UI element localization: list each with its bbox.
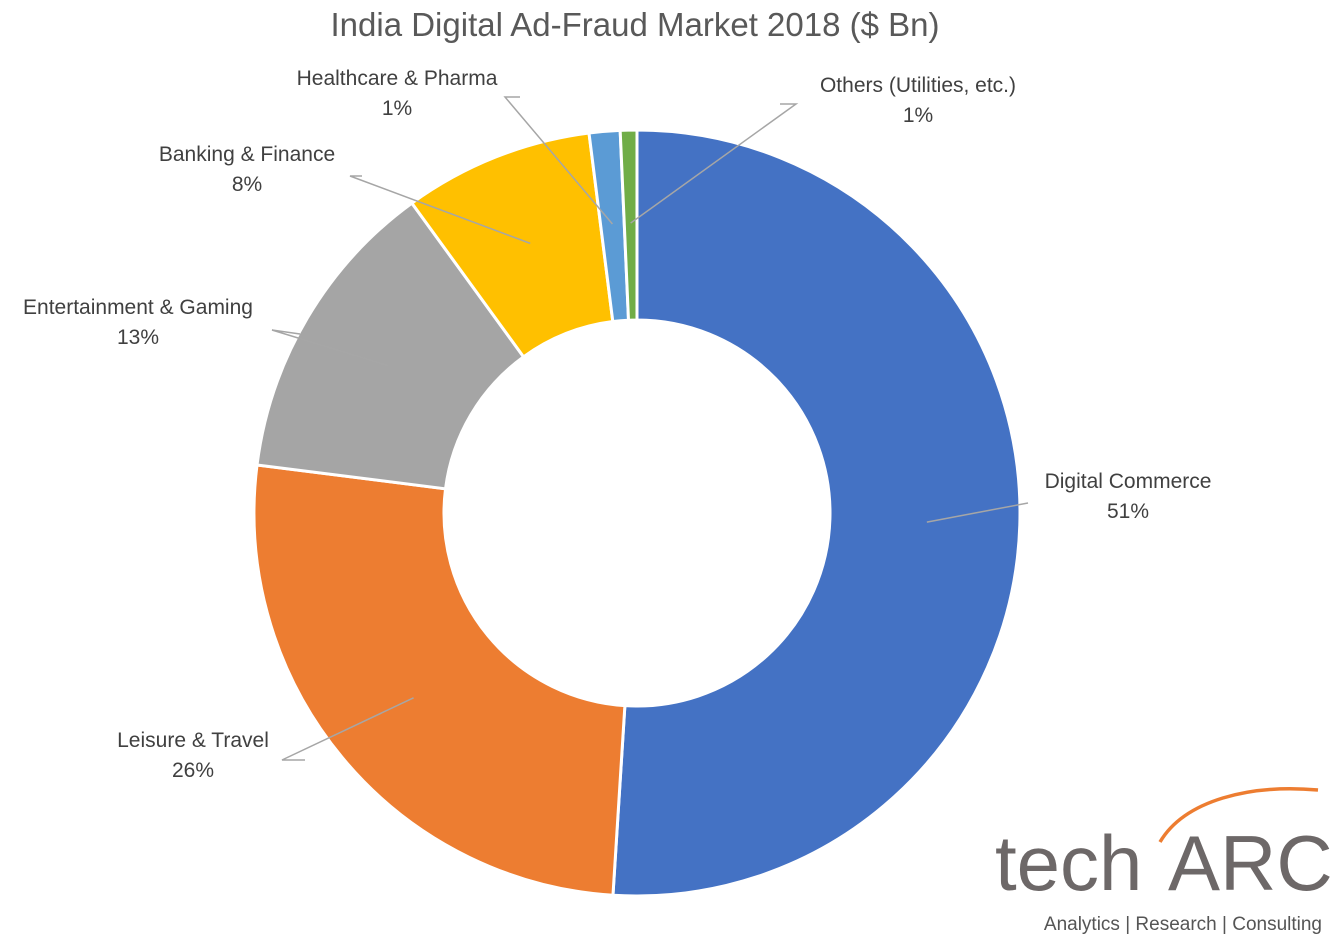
data-labels: Digital Commerce 51% Leisure & Travel 26% En… [23,67,1211,782]
slice-others-utilities-etc [618,128,639,322]
leader-entertainment-gaming [271,329,388,367]
techarc-logo: tech ARC Analytics | Research | Consulti… [995,787,1330,935]
label-name-leisure-travel: Leisure & Travel [117,729,269,752]
leader-others-utilities-etc [630,103,799,224]
label-value-digital-commerce: 51% [1107,500,1149,523]
label-name-others-utilities-etc: Others (Utilities, etc.) [820,74,1016,97]
chart-title: India Digital Ad-Fraud Market 2018 ($ Bn… [331,6,940,43]
logo-word-tech: tech [995,819,1142,907]
logo-swoosh [1158,787,1319,843]
label-value-entertainment-gaming: 13% [117,326,159,349]
label-name-digital-commerce: Digital Commerce [1045,470,1212,493]
slice-leisure-travel [252,463,627,897]
logo-tagline: Analytics | Research | Consulting [1044,914,1322,935]
label-name-banking-finance: Banking & Finance [159,143,335,166]
leader-healthcare-pharma [503,96,614,225]
leader-digital-commerce [926,502,1029,523]
logo-word-arc: ARC [1168,819,1330,907]
leader-banking-finance [349,175,531,245]
donut-slices [252,128,1022,898]
label-name-healthcare-pharma: Healthcare & Pharma [297,67,498,90]
slice-entertainment-gaming [255,201,526,491]
slice-digital-commerce [611,128,1022,898]
leader-leisure-travel [281,697,414,761]
leader-lines [271,96,1029,761]
label-value-banking-finance: 8% [232,173,262,196]
label-value-healthcare-pharma: 1% [382,97,412,120]
label-value-leisure-travel: 26% [172,759,214,782]
label-value-others-utilities-etc: 1% [903,104,933,127]
label-name-entertainment-gaming: Entertainment & Gaming [23,296,253,319]
